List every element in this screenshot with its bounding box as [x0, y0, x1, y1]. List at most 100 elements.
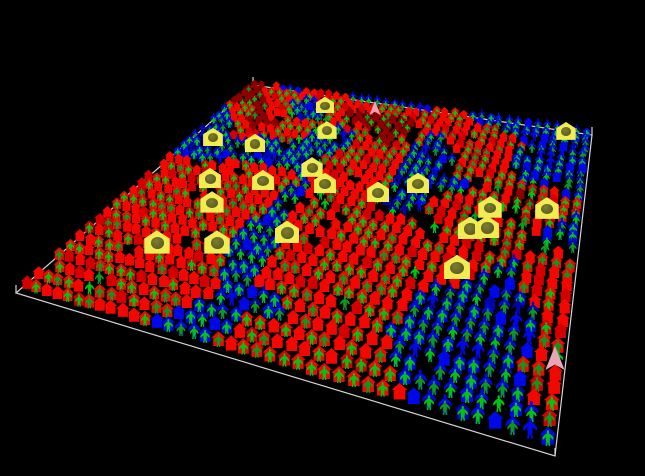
hexagon-circle [257, 175, 269, 187]
hexagon-circle [210, 237, 224, 249]
person-sprite [424, 158, 432, 168]
person-sprite [401, 114, 408, 123]
person-sprite [216, 112, 223, 121]
house-sprite [455, 137, 466, 148]
house-sprite [262, 148, 272, 160]
house-sprite [473, 139, 484, 150]
person-sprite [286, 149, 293, 159]
person-sprite [421, 141, 431, 155]
person-sprite [554, 166, 562, 177]
person-sprite [335, 103, 341, 112]
person-sprite [298, 152, 307, 166]
person-sprite [335, 126, 342, 135]
person-sprite [278, 95, 285, 103]
house-sprite [340, 102, 350, 112]
person-sprite [471, 153, 479, 163]
person-sprite [452, 109, 458, 118]
person-sprite [280, 154, 288, 164]
person-sprite [467, 165, 474, 176]
house-sprite [371, 112, 381, 122]
person-sprite [392, 129, 399, 138]
house-sprite [353, 99, 363, 109]
person-sprite [287, 87, 293, 95]
hexagon-sprite [199, 167, 221, 189]
person-sprite [464, 145, 472, 155]
person-sprite [295, 150, 302, 160]
person-sprite [404, 124, 411, 133]
house-sprite [451, 142, 462, 153]
house-sprite [507, 132, 518, 143]
person-sprite [317, 135, 324, 144]
person-sprite [283, 100, 289, 109]
person-sprite [495, 177, 503, 188]
person-sprite [326, 113, 333, 122]
house-sprite [548, 186, 560, 198]
house-sprite [560, 187, 572, 200]
house-sprite [265, 96, 274, 106]
house-sprite [481, 180, 493, 192]
hexagon-circle [249, 139, 261, 149]
house-sprite [264, 106, 274, 116]
house-sprite [503, 144, 514, 155]
person-sprite [252, 111, 258, 120]
house-sprite [414, 118, 424, 128]
person-sprite [398, 118, 405, 127]
hexagon-sprite [315, 96, 335, 114]
person-sprite [579, 151, 586, 161]
house-sprite [348, 158, 359, 169]
person-sprite [220, 124, 226, 133]
person-sprite [406, 155, 413, 166]
hexagon-sprite [443, 254, 471, 280]
house-sprite [366, 146, 377, 157]
house-sprite [240, 87, 249, 97]
house-sprite [362, 121, 373, 132]
person-sprite [461, 152, 469, 162]
house-sprite [421, 126, 431, 136]
hexagon-sprite [251, 169, 275, 191]
person-sprite [520, 126, 529, 139]
person-sprite [309, 120, 316, 130]
house-sprite [284, 93, 294, 103]
house-sprite [228, 106, 237, 116]
person-sprite [380, 144, 388, 154]
person-sprite [495, 120, 502, 130]
person-sprite [237, 126, 244, 136]
person-sprite [512, 129, 519, 139]
person-sprite [225, 137, 232, 146]
house-sprite [487, 135, 497, 146]
person-sprite [264, 138, 271, 148]
person-sprite [289, 100, 296, 109]
person-sprite [192, 132, 199, 142]
house-sprite [267, 100, 277, 111]
hexagon-circle [208, 133, 219, 143]
house-sprite [457, 130, 467, 141]
house-sprite [252, 147, 263, 158]
person-sprite [565, 176, 573, 187]
house-sprite [334, 147, 345, 158]
person-sprite [398, 168, 406, 178]
house-sprite [230, 95, 240, 105]
hexagon-circle [320, 101, 330, 110]
house-sprite [250, 128, 261, 139]
house-sprite [313, 93, 322, 103]
person-sprite [569, 156, 576, 167]
person-sprite [536, 157, 543, 167]
house-sprite [290, 128, 300, 139]
person-sprite [419, 116, 426, 126]
person-sprite [239, 99, 246, 108]
hexagon-sprite [478, 196, 502, 218]
house-sprite [244, 126, 254, 137]
house-sprite [361, 100, 371, 110]
house-sprite [337, 107, 347, 117]
house-sprite [252, 99, 262, 109]
hexagon-sprite [317, 121, 337, 139]
person-sprite [368, 118, 375, 127]
hexagon-circle [280, 227, 294, 239]
person-sprite [534, 122, 542, 131]
house-sprite [537, 138, 548, 149]
house-sprite [441, 122, 451, 133]
person-sprite [484, 175, 492, 186]
house-sprite [353, 166, 364, 177]
